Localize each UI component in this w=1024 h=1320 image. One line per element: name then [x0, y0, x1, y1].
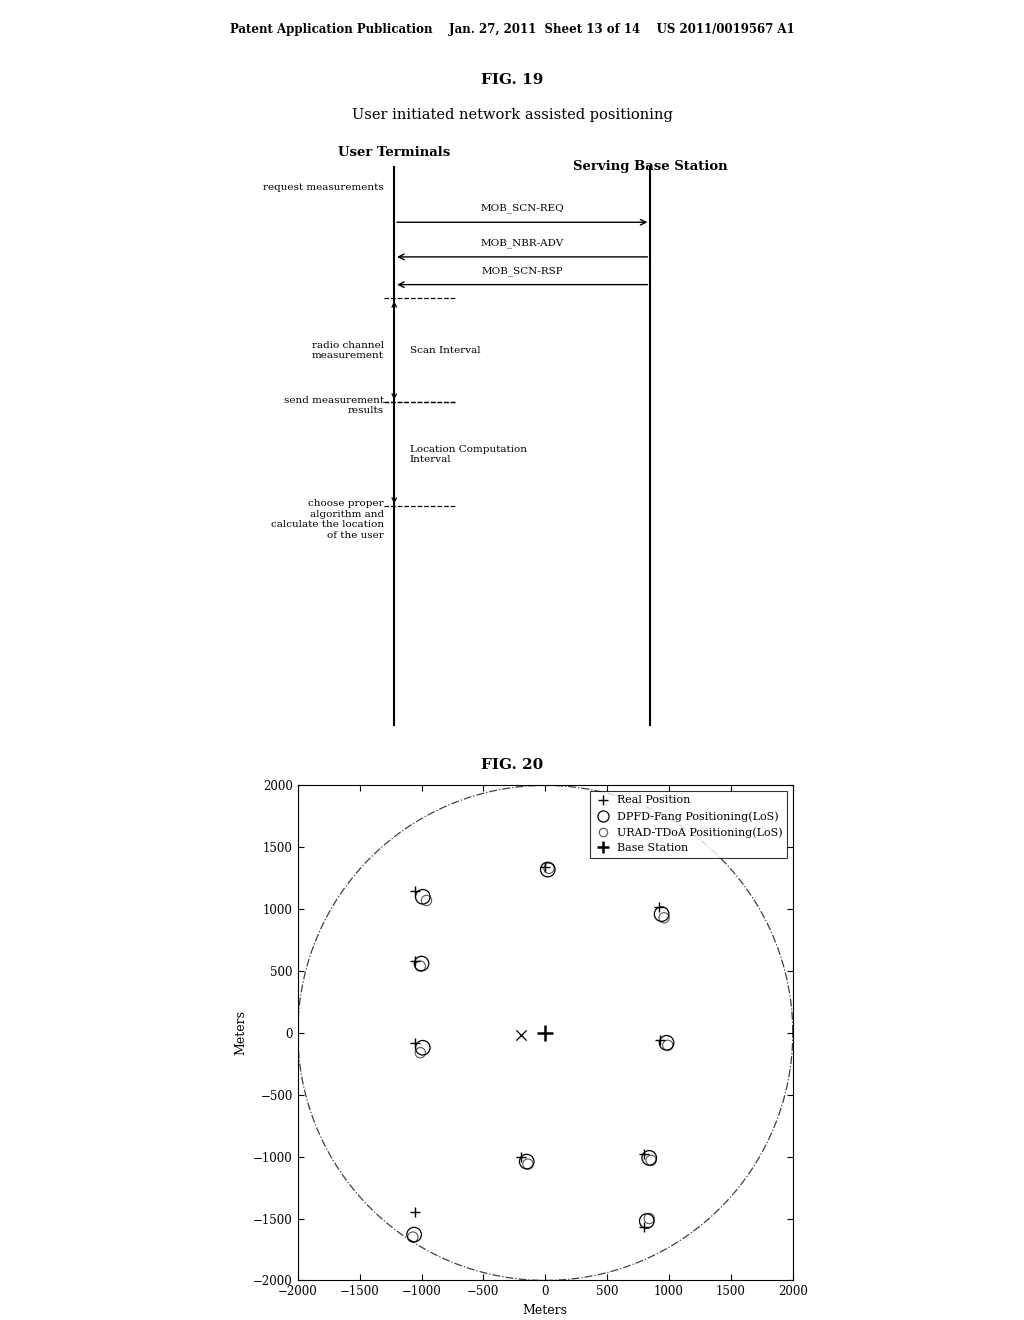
- Point: [414, 953, 430, 974]
- Point: [512, 1024, 528, 1045]
- Text: Patent Application Publication    Jan. 27, 2011  Sheet 13 of 14    US 2011/00195: Patent Application Publication Jan. 27, …: [229, 24, 795, 36]
- Text: User initiated network assisted positioning: User initiated network assisted position…: [351, 108, 673, 121]
- Text: MOB_SCN-RSP: MOB_SCN-RSP: [481, 265, 563, 276]
- Point: [408, 880, 424, 902]
- Point: [636, 1143, 652, 1164]
- Point: [518, 1151, 535, 1172]
- Point: [641, 1147, 657, 1168]
- Point: [408, 1201, 424, 1222]
- Legend: Real Position, DPFD-Fang Positioning(LoS), URAD-TDoA Positioning(LoS), Base Stat: Real Position, DPFD-Fang Positioning(LoS…: [591, 791, 787, 858]
- Point: [408, 950, 424, 972]
- Text: radio channel
measurement: radio channel measurement: [312, 341, 384, 360]
- Text: MOB_SCN-REQ: MOB_SCN-REQ: [480, 203, 564, 214]
- Text: send measurement
results: send measurement results: [284, 396, 384, 414]
- Point: [652, 1030, 669, 1051]
- Text: MOB_NBR-ADV: MOB_NBR-ADV: [480, 238, 564, 248]
- Point: [658, 1032, 675, 1053]
- Point: [540, 859, 556, 880]
- Point: [636, 1217, 652, 1238]
- Point: [512, 1146, 528, 1167]
- Point: [412, 1043, 428, 1064]
- Point: [415, 886, 431, 907]
- Text: Serving Base Station: Serving Base Station: [572, 160, 728, 173]
- Y-axis label: Meters: Meters: [234, 1010, 248, 1056]
- Point: [653, 903, 670, 924]
- Point: [404, 1226, 421, 1247]
- Text: User Terminals: User Terminals: [338, 147, 451, 158]
- Point: [412, 956, 428, 977]
- Text: Scan Interval: Scan Interval: [410, 346, 480, 355]
- Point: [415, 1038, 431, 1059]
- Text: request measurements: request measurements: [263, 183, 384, 193]
- Point: [643, 1150, 659, 1171]
- Point: [541, 858, 557, 879]
- Text: FIG. 19: FIG. 19: [481, 73, 543, 87]
- Text: choose proper
algorithm and
calculate the location
of the user: choose proper algorithm and calculate th…: [271, 499, 384, 540]
- Point: [641, 1208, 657, 1229]
- Point: [656, 907, 673, 928]
- Point: [418, 890, 434, 911]
- X-axis label: Meters: Meters: [523, 1304, 567, 1317]
- Point: [537, 857, 553, 878]
- Text: Location Computation
Interval: Location Computation Interval: [410, 445, 526, 465]
- Point: [406, 1224, 422, 1245]
- Text: FIG. 20: FIG. 20: [481, 758, 543, 772]
- Point: [408, 1032, 424, 1053]
- Point: [520, 1154, 537, 1175]
- Point: [639, 1210, 655, 1232]
- Point: [659, 1035, 676, 1056]
- Point: [651, 896, 668, 917]
- Point: [537, 1022, 553, 1043]
